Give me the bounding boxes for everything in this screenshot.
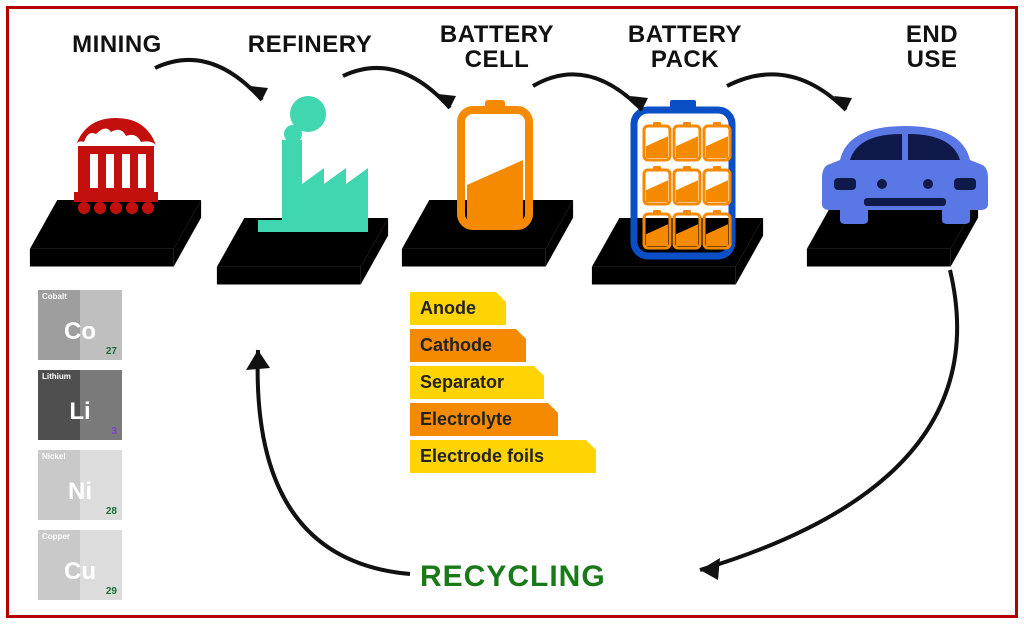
element-tile-cu: Copper Cu29 xyxy=(38,530,122,600)
element-list: Cobalt Co27 Lithium Li3 Nickel Ni28 Copper Cu29 xyxy=(38,290,122,600)
component-electrode-foils: Electrode foils xyxy=(410,440,596,473)
arrow-1 xyxy=(150,56,280,126)
element-name: Copper xyxy=(42,532,70,541)
component-cathode: Cathode xyxy=(410,329,526,362)
recycle-arrow-right xyxy=(640,270,1000,600)
element-number: 3 xyxy=(111,426,117,437)
component-electrolyte: Electrolyte xyxy=(410,403,558,436)
element-symbol: Ni xyxy=(38,478,122,506)
element-tile-co: Cobalt Co27 xyxy=(38,290,122,360)
cell-components: Anode Cathode Separator Electrolyte Electrod… xyxy=(410,292,596,473)
element-tile-ni: Nickel Ni28 xyxy=(38,450,122,520)
element-number: 28 xyxy=(106,506,117,517)
recycle-arrow-left xyxy=(220,320,440,600)
element-symbol: Cu xyxy=(38,558,122,586)
element-symbol: Co xyxy=(38,318,122,346)
element-number: 27 xyxy=(106,346,117,357)
stage-mining-title: MINING xyxy=(42,32,192,57)
arrow-3 xyxy=(528,70,658,140)
component-separator: Separator xyxy=(410,366,544,399)
stage-refinery-title: REFINERY xyxy=(225,32,395,57)
stage-battery-pack-title: BATTERY PACK xyxy=(605,22,765,72)
element-tile-li: Lithium Li3 xyxy=(38,370,122,440)
title-end-use: END USE xyxy=(872,22,992,72)
element-number: 29 xyxy=(106,586,117,597)
recycling-label: RECYCLING xyxy=(420,560,606,594)
arrow-2 xyxy=(338,64,468,134)
arrow-4 xyxy=(722,70,862,140)
stage-end-use-title: END USE xyxy=(872,22,992,72)
element-symbol: Li xyxy=(38,398,122,426)
title-refinery: REFINERY xyxy=(225,32,395,57)
element-name: Lithium xyxy=(42,372,71,381)
element-name: Cobalt xyxy=(42,292,67,301)
component-anode: Anode xyxy=(410,292,506,325)
element-name: Nickel xyxy=(42,452,66,461)
title-battery-pack: BATTERY PACK xyxy=(605,22,765,72)
title-mining: MINING xyxy=(42,32,192,57)
